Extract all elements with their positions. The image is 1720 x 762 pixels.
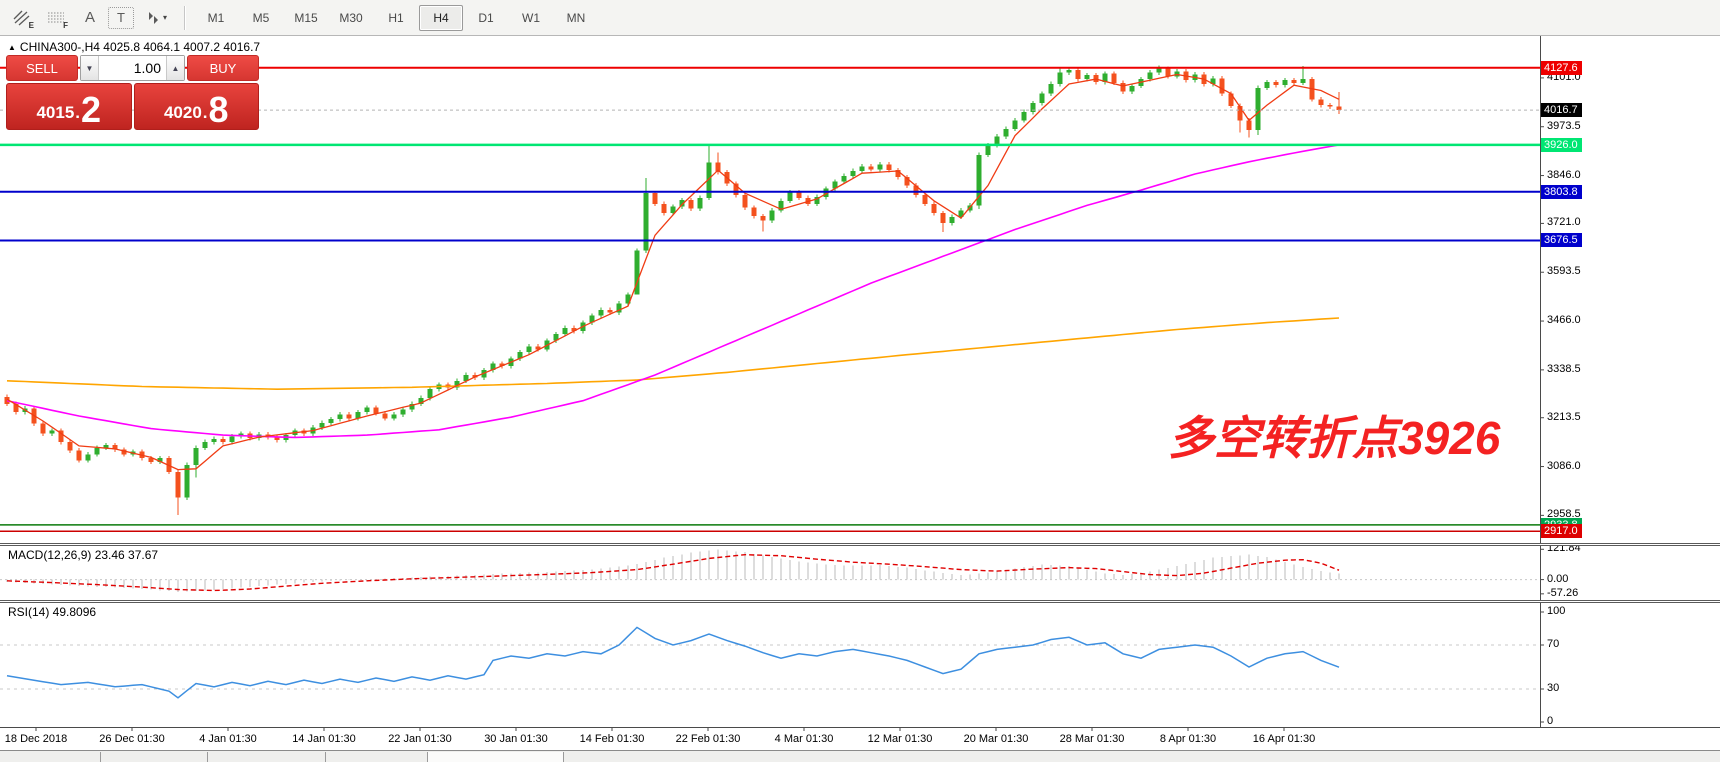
- candle-series: [4, 65, 1342, 515]
- time-axis-label: 26 Dec 01:30: [99, 733, 165, 745]
- chart-tab-divider: [325, 752, 326, 762]
- time-axis-label: 28 Mar 01:30: [1059, 733, 1125, 745]
- price-tick-label: 3721.0: [1547, 216, 1581, 229]
- timeframe-button-m5[interactable]: M5: [252, 10, 270, 25]
- time-axis-label: 16 Apr 01:30: [1252, 733, 1316, 745]
- rsi-tick-label: 100: [1547, 605, 1566, 617]
- timeframe-button-h4[interactable]: H4: [419, 4, 463, 31]
- dropdown-caret-icon: ▾: [162, 13, 167, 22]
- symbol-title: ▲ CHINA300-,H4 4025.8 4064.1 4007.2 4016.…: [8, 40, 261, 54]
- line-studies-icon[interactable]: E: [6, 4, 38, 32]
- collapse-indicator-icon[interactable]: ▲: [8, 43, 16, 52]
- volume-increase-button[interactable]: ▲: [166, 56, 184, 80]
- price-tick-label: 3593.5: [1547, 265, 1581, 278]
- macd-histogram: [6, 549, 1340, 593]
- timeframe-button-w1[interactable]: W1: [522, 10, 540, 25]
- price-tick-label: 3846.0: [1547, 168, 1581, 181]
- price-tick-label: 3213.5: [1547, 410, 1581, 423]
- pane-splitter-rsi[interactable]: [0, 600, 1720, 603]
- chart-annotation-text: 多空转折点3926: [1168, 412, 1501, 464]
- price-badge: 4127.6: [1541, 60, 1582, 75]
- text-label-icon[interactable]: A: [84, 9, 95, 26]
- timeframe-button-mn[interactable]: MN: [566, 10, 586, 25]
- timeframe-button-d1[interactable]: D1: [478, 10, 494, 25]
- price-tick-label: 2958.5: [1547, 508, 1581, 521]
- rsi-tick-label: 30: [1547, 682, 1560, 694]
- time-axis-label: 22 Jan 01:30: [388, 733, 452, 745]
- timeframe-group: M1 M5 M15 M30 H1 H4 D1 W1 MN: [194, 4, 599, 31]
- time-axis-label: 22 Feb 01:30: [675, 733, 741, 745]
- macd-label: MACD(12,26,9) 23.46 37.67: [8, 548, 159, 562]
- time-axis-label: 14 Jan 01:30: [292, 733, 356, 745]
- time-axis-label: 18 Dec 2018: [4, 733, 68, 745]
- price-tick-label: 3466.0: [1547, 314, 1581, 327]
- shapes-dropdown-icon[interactable]: ▾: [136, 4, 176, 32]
- ma-mid-line: [6, 144, 1340, 439]
- timeframe-button-m30[interactable]: M30: [339, 10, 363, 25]
- price-badge: 3803.8: [1541, 184, 1582, 199]
- rsi-tick-label: 70: [1547, 638, 1560, 650]
- ma-slow-line: [6, 317, 1340, 391]
- volume-stepper: ▼ 1.00 ▲: [80, 55, 185, 81]
- toolbar: E F A T ▾ M1 M5 M15 M30 H1 H4 D1 W1 MN: [0, 0, 1720, 36]
- price-badge: 3926.0: [1541, 137, 1582, 152]
- chart-tab-active[interactable]: [427, 752, 564, 762]
- timeframe-button-m1[interactable]: M1: [207, 10, 225, 25]
- timeframe-button-m15[interactable]: M15: [294, 10, 318, 25]
- price-tick-label: 3086.0: [1547, 459, 1581, 472]
- ma-fast-line: [6, 73, 1340, 471]
- pane-splitter-macd[interactable]: [0, 543, 1720, 546]
- price-badge: 2917.0: [1541, 524, 1582, 539]
- price-tick-label: 3338.5: [1547, 362, 1581, 375]
- buy-price-panel[interactable]: 4020. 8: [133, 83, 259, 130]
- sell-button[interactable]: SELL: [6, 55, 78, 81]
- buy-button[interactable]: BUY: [187, 55, 259, 81]
- trade-panel: SELL ▼ 1.00 ▲ BUY 4015. 2 4020. 8: [6, 55, 259, 130]
- macd-tick-label: -57.26: [1547, 586, 1579, 599]
- time-axis-label: 8 Apr 01:30: [1159, 733, 1217, 745]
- volume-input[interactable]: 1.00: [133, 60, 161, 76]
- time-axis-label: 14 Feb 01:30: [579, 733, 645, 745]
- chart-tab-divider: [207, 752, 208, 762]
- text-box-icon[interactable]: T: [108, 6, 134, 29]
- time-axis-label: 30 Jan 01:30: [484, 733, 548, 745]
- toolbar-separator: [184, 5, 186, 30]
- fibonacci-grid-icon[interactable]: F: [48, 12, 68, 30]
- time-axis-label: 4 Jan 01:30: [199, 733, 257, 745]
- rsi-line: [6, 626, 1340, 699]
- macd-signal-line: [6, 553, 1340, 592]
- price-tick-label: 3973.5: [1547, 119, 1581, 132]
- time-axis-label: 12 Mar 01:30: [867, 733, 933, 745]
- sell-price-panel[interactable]: 4015. 2: [6, 83, 132, 130]
- timeframe-button-h1[interactable]: H1: [388, 10, 404, 25]
- volume-decrease-button[interactable]: ▼: [81, 56, 99, 80]
- macd-tick-label: 0.00: [1547, 572, 1569, 585]
- rsi-tick-label: 0: [1547, 715, 1554, 727]
- time-axis-label: 4 Mar 01:30: [774, 733, 834, 745]
- chart-tab-divider: [100, 752, 101, 762]
- chart-tabs-bar[interactable]: [0, 750, 1720, 762]
- price-badge: 3676.5: [1541, 233, 1582, 248]
- rsi-label: RSI(14) 49.8096: [8, 605, 97, 619]
- time-axis-label: 20 Mar 01:30: [963, 733, 1029, 745]
- price-badge: 4016.7: [1541, 103, 1582, 118]
